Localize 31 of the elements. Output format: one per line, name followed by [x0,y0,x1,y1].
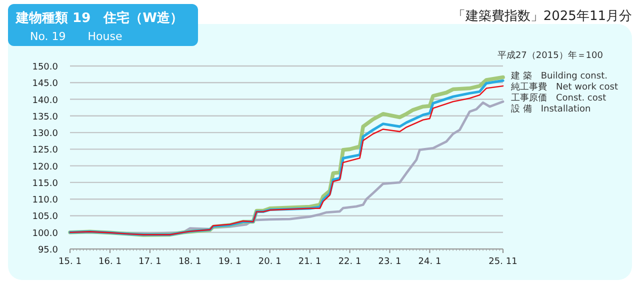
y-tick-label: 110.0 [32,196,58,206]
y-tick-label: 125.0 [32,146,58,156]
y-tick-label: 130.0 [32,129,58,140]
x-tick-label: 18. 1 [178,257,202,267]
series-label: 工事原価 Const. cost [511,92,607,104]
y-tick-label: 135.0 [32,112,58,122]
y-tick-label: 95.0 [38,246,58,256]
x-tick-label: 15. 1 [58,257,82,267]
series-label: 建 築 Building const. [510,70,608,82]
x-tick-label: 17. 1 [138,257,162,267]
y-tick-label: 115.0 [32,178,58,189]
series-label: 設 備 Installation [511,103,591,114]
x-tick-label: 19. 1 [218,257,242,267]
chart-title: 建物種類 19 住宅（W造） [15,10,183,26]
x-tick-label: 20. 1 [258,257,282,267]
x-tick-label: 23. 1 [378,257,402,267]
series-label: 純工事費 Net work cost [511,81,618,92]
chart-subtitle: No. 19 House [30,30,122,43]
x-tick-label: 24. 1 [418,257,442,267]
y-tick-label: 150.0 [32,62,58,72]
text: 「建築費指数」2025年11月分 [452,9,632,24]
y-tick-label: 145.0 [32,79,58,90]
y-tick-label: 120.0 [32,162,58,172]
x-tick-label: 21. 1 [298,257,322,267]
x-tick-label: 22. 1 [338,257,362,267]
x-tick-label: 25. 11 [488,257,518,267]
y-tick-label: 105.0 [32,212,58,222]
y-tick-label: 100.0 [32,228,58,239]
y-tick-label: 140.0 [32,96,58,106]
text: 平成27（2015）年＝100 [497,50,604,61]
x-tick-label: 16. 1 [98,257,122,267]
